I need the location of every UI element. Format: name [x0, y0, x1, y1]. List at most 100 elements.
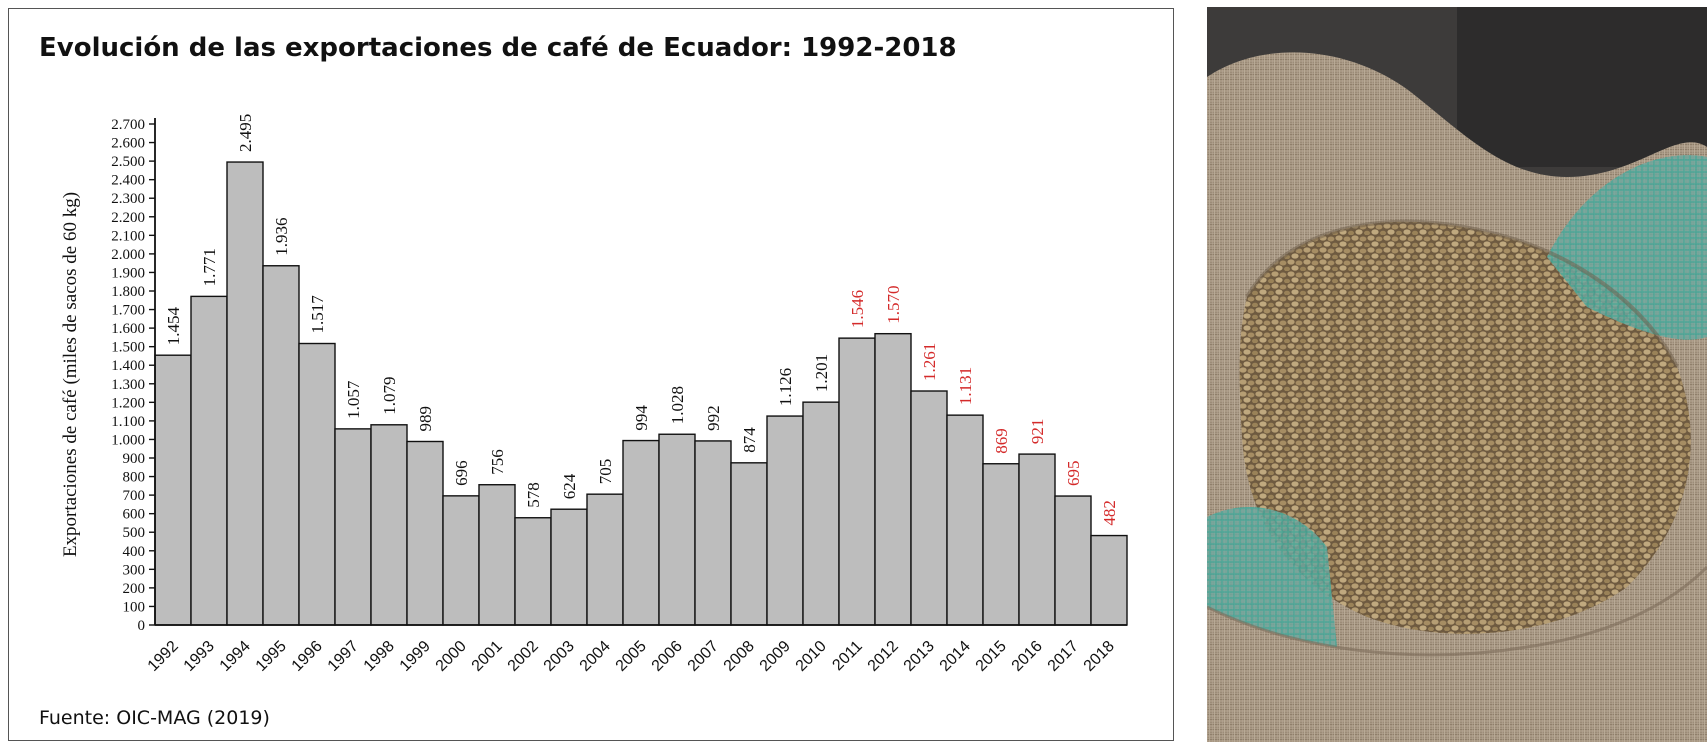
- data-label: 874: [740, 427, 759, 453]
- bar-2006: [658, 433, 696, 626]
- y-tick-label: 200: [123, 581, 146, 597]
- y-tick-label: 900: [123, 451, 146, 467]
- bar-2015: [982, 463, 1020, 626]
- bar-1995: [262, 265, 300, 626]
- y-tick-label: 700: [123, 488, 146, 504]
- x-tick-label: 2014: [937, 638, 974, 675]
- x-tick-label: 1999: [397, 638, 434, 675]
- data-label: 1.936: [272, 218, 291, 256]
- x-tick-label: 2000: [433, 638, 470, 675]
- x-tick-label: 2015: [973, 638, 1010, 675]
- bar-2012: [874, 332, 912, 626]
- data-label: 696: [452, 460, 471, 486]
- x-tick-label: 2007: [685, 638, 722, 675]
- y-tick-label: 1.300: [111, 377, 145, 393]
- y-tick-label: 2.300: [111, 191, 145, 207]
- data-label: 1.454: [164, 306, 183, 345]
- bar-1992: [154, 354, 192, 626]
- data-label: 869: [992, 428, 1011, 454]
- bar-1997: [334, 428, 372, 626]
- y-tick-label: 1.400: [111, 358, 145, 374]
- x-tick-label: 2009: [757, 638, 794, 675]
- bar-2017: [1054, 495, 1092, 626]
- bar-2004: [586, 493, 624, 626]
- y-tick-label: 400: [123, 544, 146, 560]
- x-tick-label: 1997: [325, 638, 362, 675]
- data-label: 624: [560, 473, 579, 499]
- x-tick-label: 1992: [145, 638, 182, 675]
- bar-1998: [370, 424, 408, 626]
- x-tick-label: 2013: [901, 638, 938, 675]
- bar-chart: Exportaciones de café (miles de sacos de…: [60, 114, 1128, 675]
- y-tick-label: 1.500: [111, 340, 145, 356]
- y-tick-label: 1.200: [111, 395, 145, 411]
- bar-2016: [1018, 453, 1056, 626]
- x-tick-label: 2018: [1081, 638, 1118, 675]
- x-tick-label: 2004: [577, 638, 614, 675]
- y-tick-label: 300: [123, 562, 146, 578]
- data-label: 1.570: [884, 285, 903, 323]
- y-tick-label: 2.000: [111, 247, 145, 263]
- bar-1996: [298, 342, 336, 626]
- bar-2000: [442, 495, 480, 626]
- bar-2010: [802, 401, 840, 626]
- x-tick-label: 2016: [1009, 638, 1046, 675]
- data-label: 1.517: [308, 295, 327, 334]
- data-label: 705: [596, 459, 615, 485]
- data-label: 578: [524, 482, 543, 508]
- x-tick-label: 2012: [865, 638, 902, 675]
- bar-2018: [1090, 534, 1128, 626]
- x-tick-label: 1993: [181, 638, 218, 675]
- data-label: 992: [704, 405, 723, 431]
- x-tick-label: 1994: [217, 638, 254, 675]
- data-label: 921: [1028, 419, 1047, 445]
- data-label: 989: [416, 406, 435, 432]
- x-tick-label: 1995: [253, 638, 290, 675]
- bar-2007: [694, 440, 732, 626]
- bar-2008: [730, 462, 768, 626]
- y-tick-label: 2.200: [111, 210, 145, 226]
- y-tick-label: 800: [123, 470, 146, 486]
- y-tick-label: 0: [138, 618, 146, 634]
- bar-2014: [946, 414, 984, 626]
- y-tick-label: 1.000: [111, 432, 145, 448]
- y-tick-label: 600: [123, 507, 146, 523]
- data-label: 1.261: [920, 343, 939, 381]
- data-label: 695: [1064, 461, 1083, 487]
- bar-1994: [226, 161, 264, 626]
- x-tick-label: 2017: [1045, 638, 1082, 675]
- bar-2001: [478, 484, 516, 626]
- x-tick-label: 2002: [505, 638, 542, 675]
- y-tick-label: 1.800: [111, 284, 145, 300]
- data-label: 2.495: [236, 114, 255, 152]
- coffee-sack-photo: [1207, 7, 1707, 742]
- source-note: Fuente: OIC-MAG (2019): [39, 707, 270, 729]
- y-axis-label: Exportaciones de café (miles de sacos de…: [60, 192, 81, 557]
- y-tick-label: 500: [123, 525, 146, 541]
- y-tick-label: 1.100: [111, 414, 145, 430]
- x-tick-label: 1998: [361, 638, 398, 675]
- y-tick-label: 2.700: [111, 117, 145, 133]
- bar-2011: [838, 337, 876, 626]
- x-tick-label: 2008: [721, 638, 758, 675]
- x-tick-label: 2006: [649, 638, 686, 675]
- data-label: 1.126: [776, 368, 795, 406]
- bar-2013: [910, 390, 948, 626]
- x-tick-label: 2011: [829, 638, 865, 674]
- data-label: 994: [632, 405, 651, 431]
- data-label: 1.079: [380, 377, 399, 415]
- chart-panel: Evolución de las exportaciones de café d…: [8, 8, 1174, 741]
- x-tick-label: 2005: [613, 638, 650, 675]
- bar-1993: [190, 295, 228, 626]
- data-label: 482: [1100, 500, 1119, 526]
- x-tick-label: 2001: [469, 638, 506, 675]
- data-label: 1.201: [812, 354, 831, 392]
- x-tick-label: 1996: [289, 638, 326, 675]
- y-tick-label: 2.500: [111, 154, 145, 170]
- data-label: 1.131: [956, 367, 975, 405]
- y-tick-label: 1.900: [111, 265, 145, 281]
- bar-2002: [514, 517, 552, 626]
- data-label: 1.028: [668, 386, 687, 424]
- data-label: 1.771: [200, 248, 219, 286]
- x-tick-label: 2010: [793, 638, 830, 675]
